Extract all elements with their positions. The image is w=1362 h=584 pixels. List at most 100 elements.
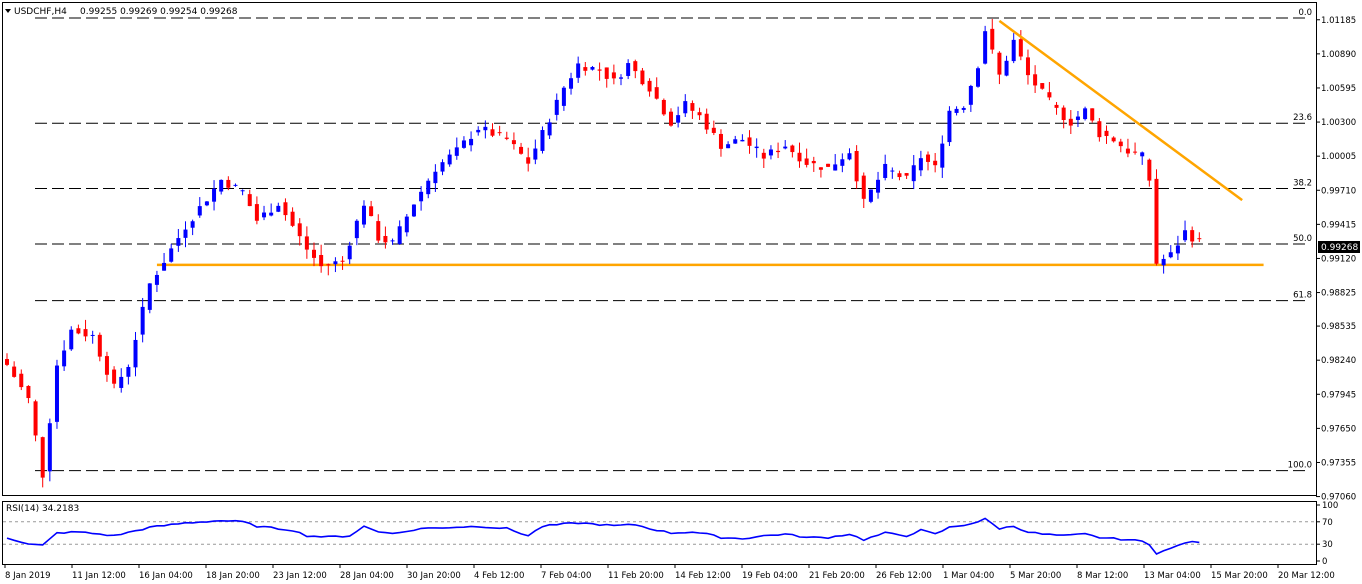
candle-body-bull <box>190 221 195 228</box>
candle-body-bear <box>583 67 588 71</box>
candle-body-bull <box>768 149 773 156</box>
time-axis-label: 20 Mar 12:00 <box>1278 571 1335 581</box>
candle-body-bull <box>454 147 459 156</box>
candle-body-bull <box>119 376 124 388</box>
rsi-axis-label: 0 <box>1322 557 1327 567</box>
trendline <box>998 19 1243 202</box>
price-axis-label: 0.98240 <box>1321 356 1356 366</box>
candle-body-bull <box>483 126 488 131</box>
candle-body-bear <box>12 366 17 377</box>
candle-body-bear <box>97 334 102 357</box>
price-axis-label: 1.00300 <box>1321 118 1356 128</box>
candle-body-bull <box>954 108 959 113</box>
candle-body-bull <box>1140 152 1145 157</box>
candlesticks <box>5 18 1202 488</box>
candle-body-bear <box>290 211 295 226</box>
candle-body-bull <box>140 306 145 335</box>
candle-body-bull <box>740 139 745 142</box>
candle-body-bull <box>533 148 538 160</box>
candle-body-bull <box>162 262 167 271</box>
candle-body-bull <box>47 423 52 472</box>
candle-body-bull <box>354 220 359 239</box>
candle-body-bear <box>804 158 809 165</box>
candle-body-bear <box>1133 151 1138 153</box>
candle-body-bull <box>397 226 402 245</box>
candle-body-bear <box>1033 74 1038 86</box>
candle-body-bull <box>868 189 873 202</box>
dropdown-triangle-icon[interactable] <box>5 9 11 13</box>
candle-body-bull <box>840 159 845 166</box>
rsi-axis-label: 70 <box>1322 518 1333 528</box>
candle-body-bull <box>219 179 224 192</box>
time-axis-label: 4 Feb 12:00 <box>474 571 524 581</box>
candle-body-bear <box>104 356 109 375</box>
candle-body-bear <box>697 112 702 116</box>
rsi-line <box>6 517 1200 555</box>
candle-body-bear <box>519 146 524 154</box>
candle-body-bear <box>690 103 695 111</box>
time-axis-label: 28 Jan 04:00 <box>340 571 394 581</box>
candle-body-bear <box>611 72 616 79</box>
time-axis-label: 1 Mar 04:00 <box>943 571 994 581</box>
candle-body-bear <box>497 132 502 134</box>
candle-body-bear <box>376 221 381 241</box>
candle-body-bear <box>297 223 302 237</box>
candle-body-bear <box>661 99 666 115</box>
candle-body-bull <box>404 216 409 233</box>
price-axis-label: 1.01185 <box>1321 16 1356 26</box>
candle-body-bull <box>1011 39 1016 62</box>
candle-body-bull <box>440 162 445 172</box>
candle-body-bull <box>975 68 980 87</box>
candle-body-bear <box>1147 159 1152 181</box>
current-price-tag-bg <box>1318 241 1360 253</box>
fib-level-label: 23.6 <box>1293 113 1312 123</box>
candle-body-bull <box>419 191 424 202</box>
candle-body-bull <box>847 153 852 160</box>
candle-body-bull <box>197 206 202 216</box>
time-axis-label: 8 Mar 12:00 <box>1077 571 1128 581</box>
candle-body-bull <box>683 101 688 114</box>
candle-body-bull <box>126 366 131 377</box>
candle-body-bull <box>890 170 895 172</box>
candle-body-bull <box>1175 245 1180 254</box>
candle-body-bull <box>626 63 631 76</box>
time-axis-label: 23 Jan 12:00 <box>273 571 327 581</box>
candle-body-bear <box>1068 118 1073 126</box>
candle-body-bull <box>1083 108 1088 120</box>
price-axis-label: 0.97060 <box>1321 493 1356 503</box>
candle-body-bear <box>1047 92 1052 98</box>
candle-body-bull <box>461 140 466 148</box>
candle-body-bear <box>790 145 795 153</box>
fib-level-label: 50.0 <box>1293 234 1312 244</box>
candle-body-bull <box>576 63 581 78</box>
candle-body-bear <box>904 173 909 176</box>
candle-body-bear <box>76 328 81 334</box>
candle-body-bear <box>761 152 766 159</box>
candle-body-bull <box>390 240 395 242</box>
candle-body-bull <box>212 188 217 202</box>
rsi-indicator: 100 70 30 0 <box>3 501 1338 567</box>
candle-body-bull <box>876 179 881 193</box>
candle-body-bull <box>726 144 731 149</box>
candle-body-bull <box>240 190 245 192</box>
time-axis-label: 7 Feb 04:00 <box>541 571 591 581</box>
candle-body-bull <box>469 138 474 146</box>
candle-body-bull <box>561 87 566 106</box>
candle-body-bull <box>276 205 281 212</box>
candle-body-bull <box>433 171 438 184</box>
price-axis-label: 0.98535 <box>1321 322 1356 332</box>
candle-body-bull <box>940 143 945 168</box>
candle-body-bull <box>1168 252 1173 258</box>
candle-body-bear <box>997 52 1002 75</box>
time-axis-label: 18 Jan 20:00 <box>206 571 260 581</box>
candle-body-bull <box>69 329 74 350</box>
candle-body-bull <box>554 99 559 115</box>
candle-body-bear <box>526 157 531 164</box>
candle-body-bear <box>40 437 45 478</box>
candle-body-bull <box>90 334 95 336</box>
candle-body-bull <box>918 158 923 171</box>
candle-body-bull <box>176 238 181 246</box>
candle-body-bull <box>540 130 545 151</box>
